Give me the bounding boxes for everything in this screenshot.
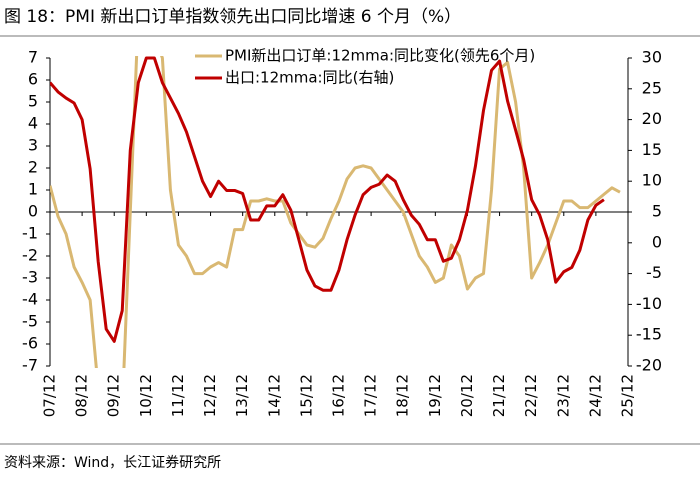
y-tick-label: 0 — [28, 202, 38, 221]
y-tick-label: -4 — [22, 290, 38, 309]
x-tick-label: 15/12 — [297, 374, 315, 417]
x-tick-label: 19/12 — [426, 374, 444, 417]
plot-area — [50, 56, 621, 368]
y2-tick-label: 10 — [642, 171, 662, 190]
x-tick-label: 23/12 — [554, 374, 572, 417]
x-tick-label: 09/12 — [105, 374, 123, 417]
y2-tick-label: -5 — [646, 263, 662, 282]
chart-title: 图 18：PMI 新出口订单指数领先出口同比增速 6 个月（%） — [4, 7, 461, 27]
y-tick-label: -3 — [22, 268, 38, 287]
y-tick-label: 6 — [28, 70, 38, 89]
y-tick-label: -1 — [22, 224, 38, 243]
x-tick-label: 24/12 — [586, 374, 604, 417]
series-line — [50, 56, 621, 368]
y-tick-label: -5 — [22, 312, 38, 331]
x-tick-label: 22/12 — [522, 374, 540, 417]
x-tick-label: 14/12 — [265, 374, 283, 417]
y-tick-label: 7 — [28, 48, 38, 67]
x-tick-label: 21/12 — [490, 374, 508, 417]
legend-label: PMI新出口订单:12mma:同比变化(领先6个月) — [225, 47, 535, 65]
y-tick-label: 3 — [28, 136, 38, 155]
y2-tick-label: 25 — [642, 78, 662, 97]
x-tick-label: 20/12 — [458, 374, 476, 417]
x-tick-label: 07/12 — [41, 374, 59, 417]
y2-tick-label: 30 — [642, 48, 662, 67]
y2-tick-label: 0 — [652, 232, 662, 251]
x-tick-label: 10/12 — [137, 374, 155, 417]
y-tick-label: 5 — [28, 92, 38, 111]
x-tick-label: 17/12 — [362, 374, 380, 417]
series-line — [50, 56, 605, 343]
y2-tick-label: 15 — [642, 140, 662, 159]
x-tick-label: 18/12 — [394, 374, 412, 417]
y-tick-label: -7 — [22, 356, 38, 375]
x-tick-label: 25/12 — [619, 374, 637, 417]
x-tick-label: 12/12 — [201, 374, 219, 417]
y2-tick-label: -15 — [636, 325, 662, 344]
y2-tick-label: 5 — [652, 202, 662, 221]
y-tick-label: 1 — [28, 180, 38, 199]
y-tick-label: -2 — [22, 246, 38, 265]
x-tick-label: 16/12 — [330, 374, 348, 417]
legend-label: 出口:12mma:同比(右轴) — [225, 69, 394, 87]
y2-tick-label: -10 — [636, 294, 662, 313]
y2-tick-label: 20 — [642, 109, 662, 128]
y-tick-label: 4 — [28, 114, 38, 133]
y2-tick-label: -20 — [636, 356, 662, 375]
x-tick-label: 11/12 — [169, 374, 187, 417]
x-tick-label: 08/12 — [73, 374, 91, 417]
source: 资料来源：Wind，长江证券研究所 — [4, 455, 221, 471]
y-tick-label: 2 — [28, 158, 38, 177]
y-tick-label: -6 — [22, 334, 38, 353]
x-tick-label: 13/12 — [233, 374, 251, 417]
